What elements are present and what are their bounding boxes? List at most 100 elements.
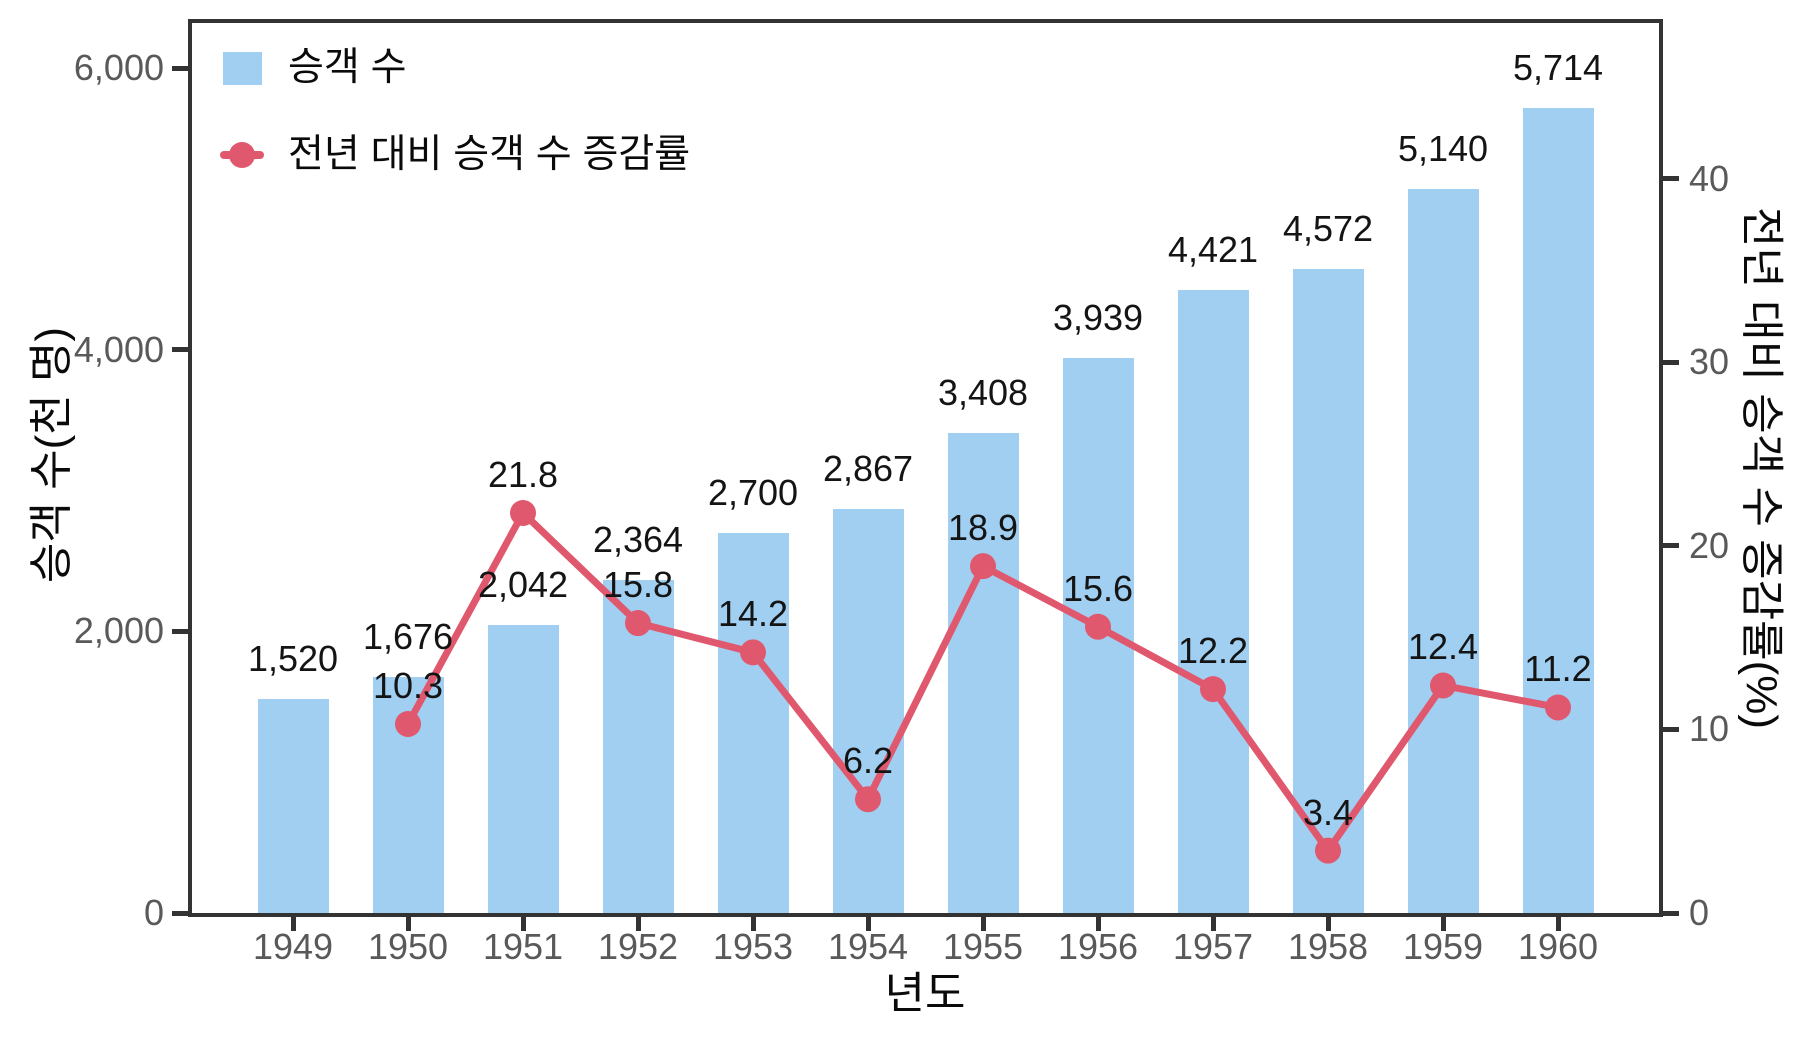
line-marker-1952 (625, 610, 651, 637)
x-tick-1954 (865, 917, 871, 931)
right-tick-label-30: 30 (1689, 341, 1730, 383)
x-tick-label-1949: 1949 (252, 926, 334, 967)
bar-label-1957: 4,421 (1167, 229, 1259, 271)
line-marker-1953 (740, 639, 766, 666)
left-tick-label-2000: 2,000 (73, 610, 164, 652)
line-marker-1956 (1085, 613, 1111, 640)
x-tick-label-1959: 1959 (1402, 926, 1484, 967)
legend-label-growth-rate: 전년 대비 승객 수 증감률 (288, 133, 691, 176)
x-tick-label-1956: 1956 (1057, 926, 1139, 967)
right-tick-label-0: 0 (1689, 892, 1710, 933)
x-tick-1959 (1440, 917, 1446, 931)
bar-label-1952: 2,364 (592, 519, 684, 561)
bar-1955 (947, 433, 1019, 913)
line-label-1951: 21.8 (487, 453, 559, 495)
left-tick-label-0: 0 (143, 892, 164, 933)
legend-bar-swatch-icon (223, 52, 262, 85)
left-tick-2000 (172, 628, 188, 634)
bar-1958 (1292, 269, 1364, 913)
bar-label-1951: 2,042 (477, 564, 569, 606)
x-tick-1958 (1325, 917, 1331, 931)
line-marker-1958 (1315, 837, 1341, 864)
right-tick-40 (1663, 176, 1679, 182)
bar-label-1955: 3,408 (937, 372, 1029, 414)
bar-1959 (1407, 189, 1479, 913)
bar-label-1950: 1,676 (362, 615, 454, 657)
x-tick-label-1955: 1955 (942, 926, 1024, 967)
line-marker-1954 (855, 786, 881, 813)
bar-label-1949: 1,520 (247, 637, 339, 679)
x-tick-label-1953: 1953 (712, 926, 794, 967)
axis-spine-bottom (188, 913, 1663, 917)
left-tick-6000 (172, 65, 188, 71)
bar-label-1956: 3,939 (1052, 297, 1144, 339)
bar-1951 (487, 625, 559, 913)
bar-label-1958: 4,572 (1282, 208, 1374, 250)
x-tick-1956 (1095, 917, 1101, 931)
bar-label-1953: 2,700 (707, 471, 799, 513)
right-tick-label-10: 10 (1689, 708, 1730, 750)
bar-label-1954: 2,867 (822, 448, 914, 490)
x-axis-title: 년도 (884, 969, 966, 1018)
bar-1949 (257, 698, 329, 913)
line-marker-1950 (395, 710, 421, 737)
left-tick-0 (172, 910, 188, 916)
right-tick-20 (1663, 543, 1679, 549)
line-label-1953: 14.2 (717, 593, 789, 635)
line-marker-1951 (510, 499, 536, 526)
x-tick-1951 (520, 917, 526, 931)
line-label-1957: 12.2 (1177, 630, 1249, 672)
legend-label-passengers: 승객 수 (288, 46, 407, 89)
right-tick-0 (1663, 910, 1679, 916)
data-labels-layer: 1,520 1,676 2,042 2,364 2,700 2,867 3,408 3,939… (192, 23, 1659, 913)
plot-area: 1,520 1,676 2,042 2,364 2,700 2,867 3,408 3,939… (192, 23, 1659, 913)
line-marker-1955 (970, 553, 996, 580)
x-tick-1949 (290, 917, 296, 931)
x-tick-label-1958: 1958 (1287, 926, 1369, 967)
x-tick-label-1954: 1954 (827, 926, 909, 967)
growth-line (395, 499, 1571, 864)
left-tick-4000 (172, 347, 188, 353)
line-label-1954: 6.2 (842, 740, 894, 782)
right-axis-title: 전년 대비 승객 수 증감률(%) (1737, 206, 1786, 730)
line-marker-1957 (1200, 676, 1226, 703)
line-label-1952: 15.8 (602, 564, 674, 606)
line-marker-1960 (1545, 694, 1571, 721)
left-axis-title: 승객 수(천 명) (27, 326, 76, 584)
legend-marker-dot-icon (229, 142, 255, 168)
line-label-1955: 18.9 (947, 507, 1019, 549)
x-tick-1957 (1210, 917, 1216, 931)
x-tick-label-1951: 1951 (482, 926, 564, 967)
bar-1954 (832, 509, 904, 913)
line-marker-1959 (1430, 672, 1456, 699)
x-tick-1955 (980, 917, 986, 931)
x-tick-label-1950: 1950 (367, 926, 449, 967)
line-label-1950: 10.3 (372, 664, 444, 706)
axis-spine-top (188, 19, 1663, 23)
x-tick-1960 (1555, 917, 1561, 931)
bar-1960 (1522, 108, 1594, 913)
line-label-1958: 3.4 (1302, 791, 1354, 833)
axis-spine-right (1659, 19, 1663, 917)
bar-label-1959: 5,140 (1397, 128, 1489, 170)
x-tick-1950 (405, 917, 411, 931)
right-tick-10 (1663, 726, 1679, 732)
line-label-1960: 11.2 (1524, 648, 1592, 690)
left-tick-label-4000: 4,000 (73, 328, 164, 370)
axis-spine-left (188, 19, 192, 917)
line-series-layer (192, 23, 1659, 913)
left-tick-label-6000: 6,000 (73, 47, 164, 89)
x-tick-1952 (635, 917, 641, 931)
x-tick-label-1957: 1957 (1172, 926, 1254, 967)
bar-1953 (717, 532, 789, 913)
right-tick-30 (1663, 359, 1679, 365)
x-tick-label-1960: 1960 (1517, 926, 1599, 967)
bar-label-1960: 5,714 (1512, 47, 1604, 89)
right-tick-label-20: 20 (1689, 524, 1730, 566)
line-label-1956: 15.6 (1062, 567, 1134, 609)
x-tick-label-1952: 1952 (597, 926, 679, 967)
line-label-1959: 12.4 (1407, 626, 1479, 668)
bar-1957 (1177, 290, 1249, 913)
x-tick-1953 (750, 917, 756, 931)
